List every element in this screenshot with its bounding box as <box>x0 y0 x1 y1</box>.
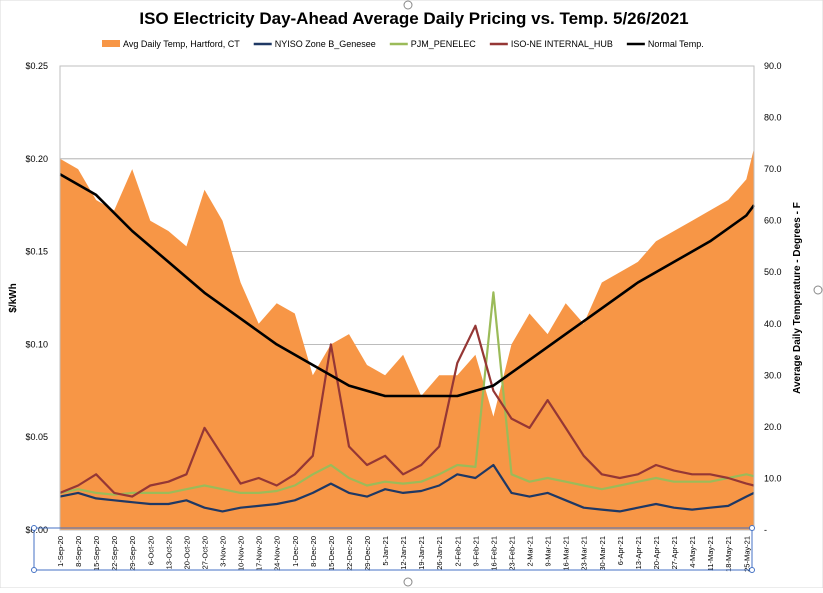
x-tick-label: 29-Dec-20 <box>363 536 372 571</box>
resize-handle-top[interactable] <box>403 0 413 10</box>
axis-handle-bottom-left[interactable] <box>31 567 37 573</box>
x-tick-label: 15-Sep-20 <box>92 536 101 571</box>
x-tick-label: 20-Oct-20 <box>182 536 191 569</box>
legend: Avg Daily Temp, Hartford, CT NYISO Zone B… <box>102 39 704 49</box>
legend-label-pjm-penelec: PJM_PENELEC <box>411 39 477 49</box>
axis-handle-top-left[interactable] <box>31 525 37 531</box>
x-tick-label: 9-Feb-21 <box>471 536 480 566</box>
legend-swatch-avg-daily-temp-hartford-ct <box>102 40 120 47</box>
x-tick-label: 6-Apr-21 <box>616 536 625 565</box>
y2-axis-title: Average Daily Temperature - Degrees - F <box>792 202 803 394</box>
y2-tick-label: 40.0 <box>764 319 782 329</box>
axis-handle-top-right[interactable] <box>749 525 755 531</box>
x-tick-label: 8-Sep-20 <box>74 536 83 567</box>
series-line-pjm-penelec <box>59 291 755 496</box>
x-tick-label: 19-Jan-21 <box>417 536 426 570</box>
x-tick-label: 6-Oct-20 <box>146 536 155 565</box>
x-tick-label: 13-Apr-21 <box>634 536 643 569</box>
legend-label-avg-daily-temp-hartford-ct: Avg Daily Temp, Hartford, CT <box>123 39 240 49</box>
axis-handle-bottom-right[interactable] <box>749 567 755 573</box>
series-area-avg-daily-temp-hartford-ct <box>60 148 754 530</box>
x-tick-label: 12-Jan-21 <box>399 536 408 570</box>
y2-tick-label: 10.0 <box>764 473 782 483</box>
y2-tick-label: 90.0 <box>764 61 782 71</box>
x-tick-label: 22-Sep-20 <box>110 536 119 571</box>
y2-tick-label: 20.0 <box>764 422 782 432</box>
y2-axis-ticks: - 10.0 20.0 30.0 40.0 50.0 60.0 70.0 80.0 90.0 <box>764 61 782 535</box>
y2-tick-label: 60.0 <box>764 216 782 226</box>
x-tick-label: 2-Mar-21 <box>526 536 535 566</box>
x-tick-label: 29-Sep-20 <box>128 536 137 571</box>
y-tick-label: $0.00 <box>25 525 48 535</box>
x-tick-label: 16-Mar-21 <box>562 536 571 571</box>
x-tick-label: 20-Apr-21 <box>652 536 661 569</box>
x-tick-label: 16-Feb-21 <box>489 536 498 571</box>
legend-label-iso-ne-internal-hub: ISO-NE INTERNAL_HUB <box>511 39 613 49</box>
x-tick-label: 10-Nov-20 <box>237 536 246 571</box>
plot-border <box>59 65 755 531</box>
x-tick-label: 27-Apr-21 <box>670 536 679 569</box>
plot-area <box>59 65 756 531</box>
y-tick-label: $0.25 <box>25 61 48 71</box>
x-tick-label: 4-May-21 <box>688 536 697 568</box>
y2-tick-label: 80.0 <box>764 113 782 123</box>
x-tick-label: 1-Dec-20 <box>291 536 300 567</box>
selection-handles[interactable] <box>31 0 823 587</box>
y-tick-label: $0.10 <box>25 339 48 349</box>
y2-tick-label: 50.0 <box>764 267 782 277</box>
x-tick-label: 23-Mar-21 <box>580 536 589 571</box>
x-tick-label: 5-Jan-21 <box>381 536 390 566</box>
series-layer <box>59 148 756 530</box>
x-tick-label: 18-May-21 <box>724 536 733 572</box>
y2-tick-label: - <box>764 525 767 535</box>
y-tick-label: $0.05 <box>25 432 48 442</box>
legend-label-nyiso-zone-b-genesee: NYISO Zone B_Genesee <box>275 39 376 49</box>
x-tick-label: 13-Oct-20 <box>164 536 173 569</box>
x-tick-label: 11-May-21 <box>706 536 715 571</box>
x-tick-label: 22-Dec-20 <box>345 536 354 571</box>
x-tick-label: 15-Dec-20 <box>327 536 336 571</box>
x-tick-label: 24-Nov-20 <box>273 536 282 571</box>
resize-handle-bottom[interactable] <box>403 577 413 587</box>
chart-title: ISO Electricity Day-Ahead Average Daily … <box>139 9 688 28</box>
series-line-normal-temp <box>59 173 756 398</box>
x-tick-label: 25-May-21 <box>742 536 751 572</box>
x-tick-label: 9-Mar-21 <box>544 536 553 566</box>
x-axis-ticks: 1-Sep-20 8-Sep-20 15-Sep-20 22-Sep-20 29-Sep… <box>56 536 751 572</box>
y-tick-label: $0.15 <box>25 247 48 257</box>
x-tick-label: 8-Dec-20 <box>309 536 318 567</box>
x-tick-label: 26-Jan-21 <box>435 536 444 570</box>
x-axis-selection-box[interactable] <box>33 527 753 571</box>
x-tick-label: 30-Mar-21 <box>598 536 607 571</box>
y2-tick-label: 70.0 <box>764 164 782 174</box>
resize-handle-right[interactable] <box>813 285 823 295</box>
y-axis-ticks: $0.00 $0.05 $0.10 $0.15 $0.20 $0.25 <box>25 61 48 535</box>
series-line-nyiso-zone-b-genesee <box>59 463 755 513</box>
y-axis-title: $/kWh <box>8 283 19 312</box>
series-line-iso-ne-internal-hub <box>59 324 755 498</box>
x-tick-label: 2-Feb-21 <box>453 536 462 566</box>
x-tick-label: 23-Feb-21 <box>507 536 516 571</box>
x-tick-label: 3-Nov-20 <box>219 536 228 567</box>
x-tick-label: 27-Oct-20 <box>200 536 209 569</box>
legend-label-normal-temp: Normal Temp. <box>648 39 704 49</box>
y2-tick-label: 30.0 <box>764 370 782 380</box>
y-tick-label: $0.20 <box>25 154 48 164</box>
x-tick-label: 17-Nov-20 <box>255 536 264 571</box>
x-tick-label: 1-Sep-20 <box>56 536 65 567</box>
